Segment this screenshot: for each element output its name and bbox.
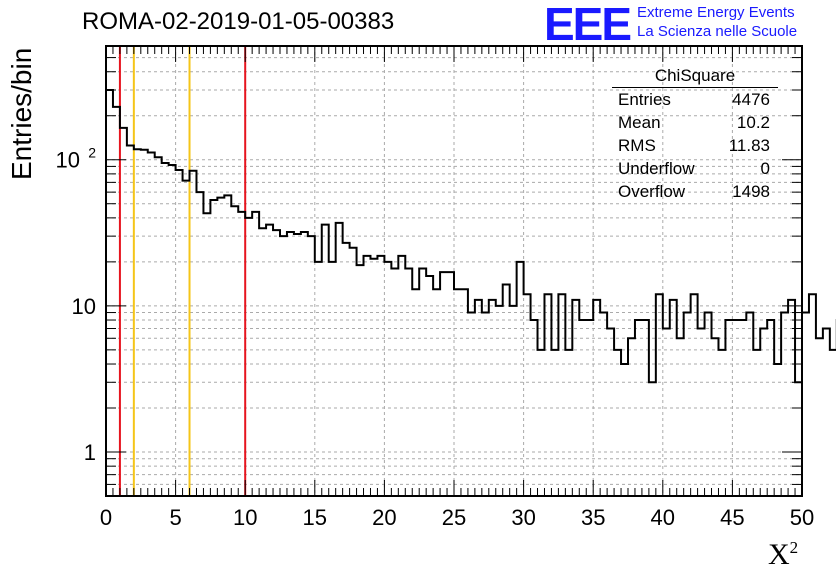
grid-lines <box>106 45 802 497</box>
x-axis-label: X2 <box>768 538 799 571</box>
x-tick-label: 25 <box>442 505 466 530</box>
y-tick-label-exponent: 2 <box>88 145 96 161</box>
x-tick-label: 20 <box>372 505 396 530</box>
y-axis-label: Entries/bin <box>6 47 37 180</box>
x-tick-label: 30 <box>511 505 535 530</box>
chart-title: ROMA-02-2019-01-05-00383 <box>82 8 395 35</box>
logo-line-1: Extreme Energy Events <box>637 4 795 21</box>
x-tick-label: 5 <box>169 505 181 530</box>
x-tick-label: 40 <box>651 505 675 530</box>
y-tick-label: 10 <box>72 294 96 319</box>
eee-logo: EEE <box>544 0 632 50</box>
histogram-step-line <box>106 88 836 384</box>
x-tick-label: 15 <box>303 505 327 530</box>
stats-row-mean: Mean 10.2 <box>618 113 770 132</box>
x-tick-label: 10 <box>233 505 257 530</box>
y-tick-label: 10 <box>56 148 80 173</box>
x-tick-label: 35 <box>581 505 605 530</box>
axis-ticks <box>105 45 803 497</box>
x-tick-label: 45 <box>720 505 744 530</box>
logo-line-2: La Scienza nelle Scuole <box>637 23 798 40</box>
x-tick-label: 50 <box>790 505 814 530</box>
stats-row-underflow: Underflow 0 <box>618 159 770 178</box>
x-tick-label: 0 <box>100 505 112 530</box>
axis-tick-labels: 0 5 10 15 20 25 30 35 40 45 50 1 10 10 2 <box>56 145 815 530</box>
stats-row-rms: RMS 11.83 <box>618 136 770 155</box>
stats-row-entries: Entries 4476 <box>618 90 770 109</box>
y-tick-label: 1 <box>84 440 96 465</box>
reference-lines <box>118 46 247 496</box>
stats-title: ChiSquare <box>612 66 778 88</box>
stats-row-overflow: Overflow 1498 <box>618 182 770 201</box>
stats-box: ChiSquare Entries 4476 Mean 10.2 RMS 11.83 … <box>612 66 778 203</box>
